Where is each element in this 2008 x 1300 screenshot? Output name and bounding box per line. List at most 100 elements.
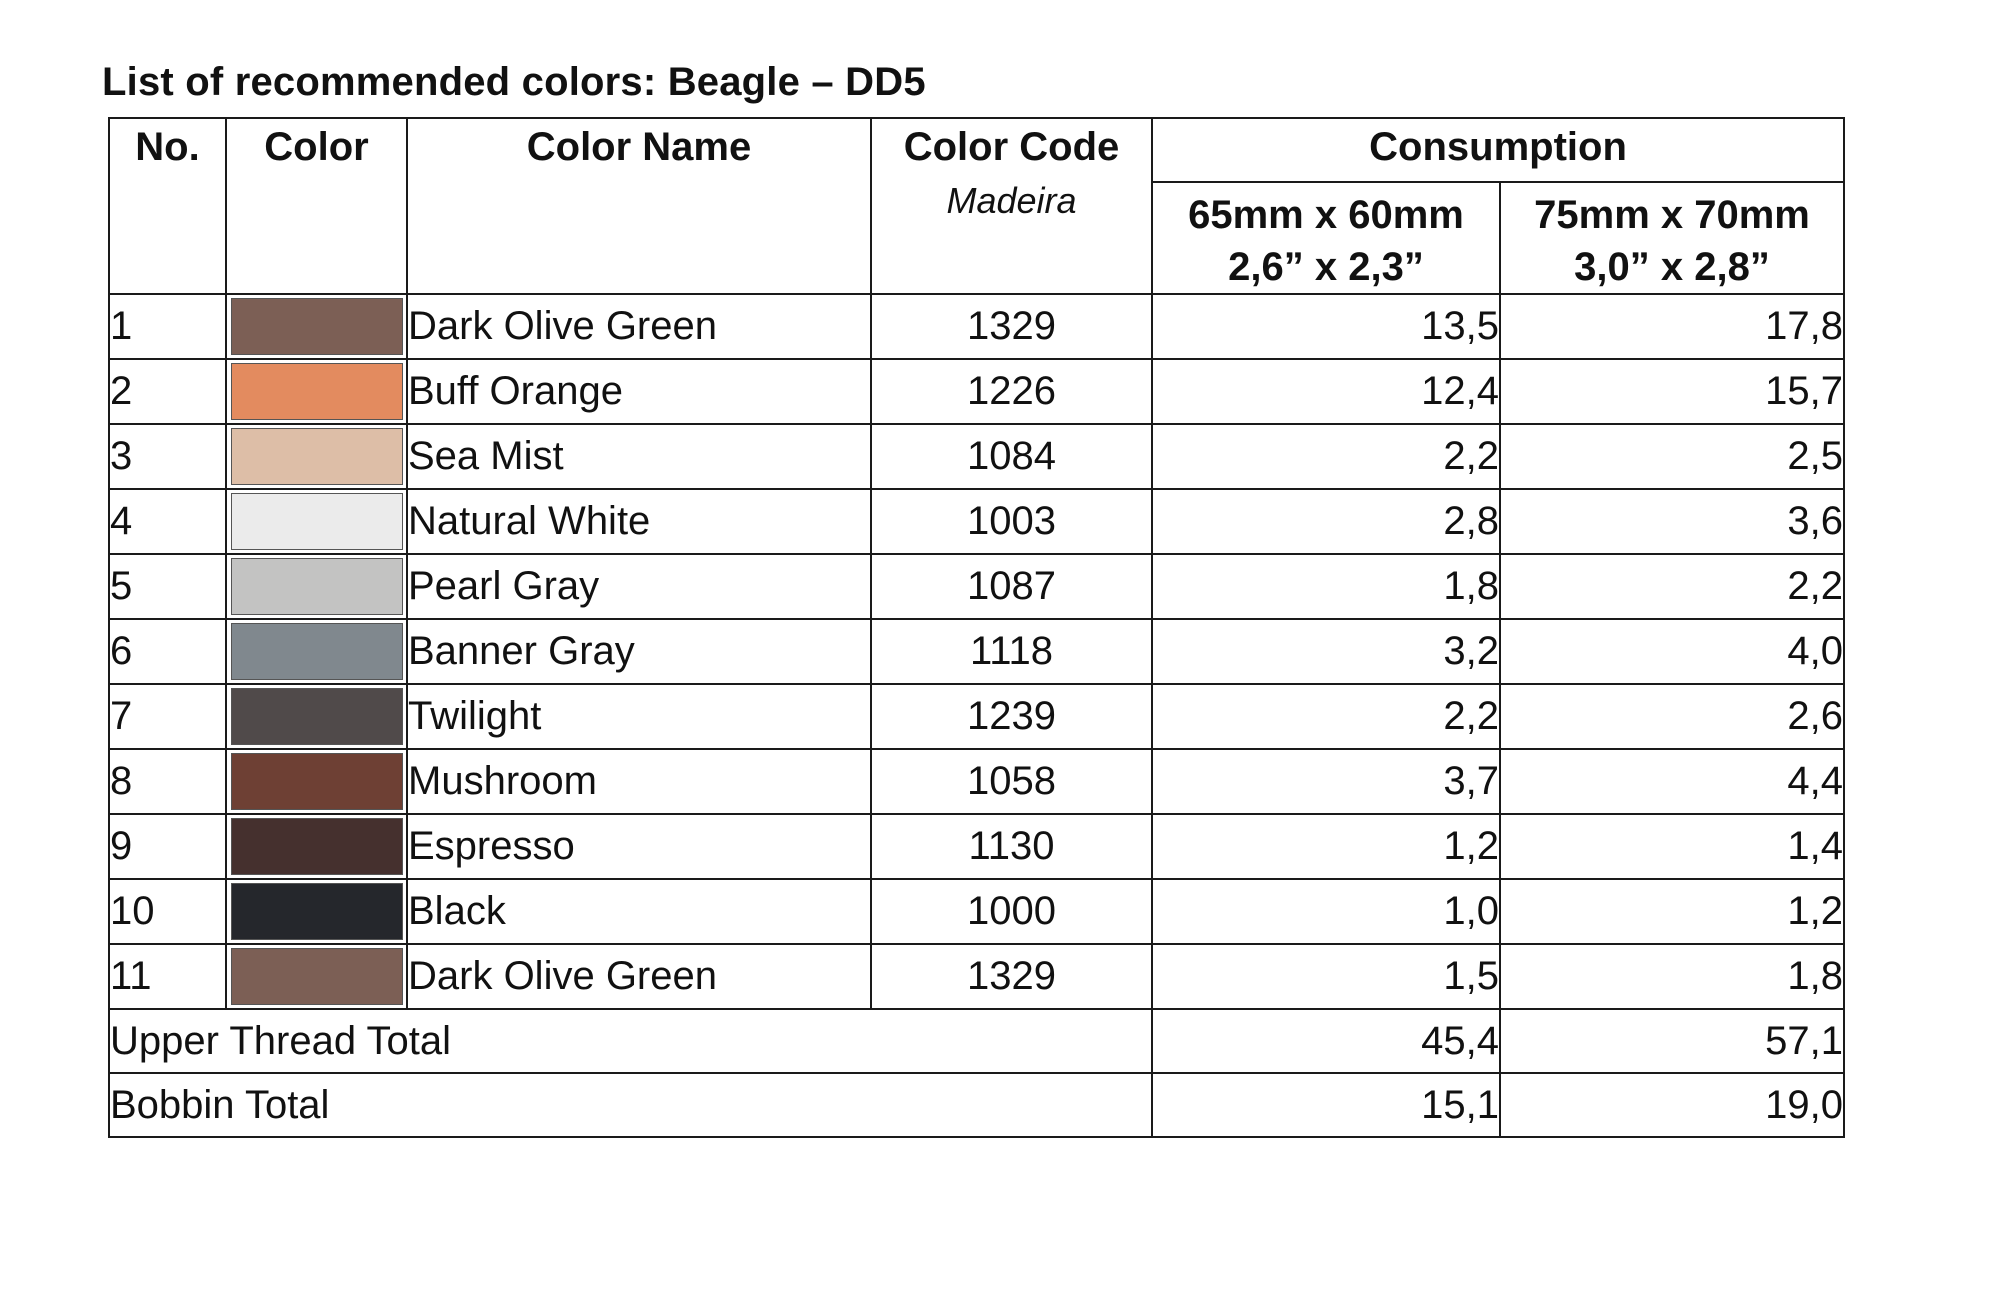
consumption-75x70: 4,0 [1498, 618, 1846, 685]
row-number: 10 [108, 878, 227, 945]
color-name: Banner Gray [406, 618, 872, 685]
total-65x60: 15,1 [1151, 1072, 1501, 1138]
consumption-75x70: 2,5 [1498, 423, 1846, 490]
header-color-name: Color Name [406, 117, 872, 295]
color-name: Black [406, 878, 872, 945]
header-no: No. [108, 117, 227, 295]
color-name: Dark Olive Green [406, 293, 872, 360]
color-code: 1118 [870, 618, 1153, 685]
color-code: 1130 [870, 813, 1153, 880]
total-label: Upper Thread Total [108, 1008, 1153, 1074]
header-color: Color [225, 117, 408, 295]
consumption-65x60: 3,2 [1151, 618, 1501, 685]
color-code: 1239 [870, 683, 1153, 750]
consumption-65x60: 13,5 [1151, 293, 1501, 360]
color-name: Sea Mist [406, 423, 872, 490]
row-number: 5 [108, 553, 227, 620]
color-code: 1087 [870, 553, 1153, 620]
total-75x70: 19,0 [1498, 1072, 1846, 1138]
total-label: Bobbin Total [108, 1072, 1153, 1138]
table-row: 2 Buff Orange 1226 12,4 15,7 [108, 358, 1846, 425]
color-swatch [230, 753, 403, 810]
color-swatch [230, 688, 403, 745]
color-swatch-cell [225, 553, 408, 620]
consumption-65x60: 3,7 [1151, 748, 1501, 815]
color-name: Natural White [406, 488, 872, 555]
row-number: 6 [108, 618, 227, 685]
color-code: 1329 [870, 943, 1153, 1010]
color-name: Twilight [406, 683, 872, 750]
color-name: Dark Olive Green [406, 943, 872, 1010]
color-code: 1329 [870, 293, 1153, 360]
consumption-75x70: 1,2 [1498, 878, 1846, 945]
color-swatch-cell [225, 943, 408, 1010]
consumption-75x70: 4,4 [1498, 748, 1846, 815]
color-swatch-cell [225, 748, 408, 815]
color-code: 1058 [870, 748, 1153, 815]
row-number: 2 [108, 358, 227, 425]
table-row: 10 Black 1000 1,0 1,2 [108, 878, 1846, 945]
color-table: No. Color Color Name Color Code Madeira … [108, 117, 1846, 1138]
consumption-75x70: 3,6 [1498, 488, 1846, 555]
consumption-75x70: 2,6 [1498, 683, 1846, 750]
color-swatch-cell [225, 813, 408, 880]
color-swatch-cell [225, 683, 408, 750]
page-title: List of recommended colors: Beagle – DD5 [102, 60, 926, 104]
consumption-75x70: 1,4 [1498, 813, 1846, 880]
row-number: 9 [108, 813, 227, 880]
color-swatch-cell [225, 358, 408, 425]
row-number: 3 [108, 423, 227, 490]
table-row: 6 Banner Gray 1118 3,2 4,0 [108, 618, 1846, 685]
row-number: 7 [108, 683, 227, 750]
total-row: Upper Thread Total 45,4 57,1 [108, 1008, 1846, 1074]
table-row: 8 Mushroom 1058 3,7 4,4 [108, 748, 1846, 815]
consumption-65x60: 2,2 [1151, 423, 1501, 490]
consumption-65x60: 2,8 [1151, 488, 1501, 555]
color-rows: 1 Dark Olive Green 1329 13,5 17,8 2 Buff Orang… [108, 293, 1846, 1010]
color-swatch [230, 818, 403, 875]
table-row: 3 Sea Mist 1084 2,2 2,5 [108, 423, 1846, 490]
consumption-65x60: 1,0 [1151, 878, 1501, 945]
color-swatch [230, 948, 403, 1005]
row-number: 4 [108, 488, 227, 555]
color-code: 1226 [870, 358, 1153, 425]
table-row: 11 Dark Olive Green 1329 1,5 1,8 [108, 943, 1846, 1010]
color-code: 1000 [870, 878, 1153, 945]
color-name: Pearl Gray [406, 553, 872, 620]
color-swatch-cell [225, 293, 408, 360]
color-swatch [230, 428, 403, 485]
consumption-65x60: 12,4 [1151, 358, 1501, 425]
total-75x70: 57,1 [1498, 1008, 1846, 1074]
total-65x60: 45,4 [1151, 1008, 1501, 1074]
color-code: 1003 [870, 488, 1153, 555]
color-swatch [230, 883, 403, 940]
consumption-75x70: 2,2 [1498, 553, 1846, 620]
total-row: Bobbin Total 15,1 19,0 [108, 1072, 1846, 1138]
color-swatch [230, 558, 403, 615]
header-color-code: Color Code Madeira [870, 117, 1153, 295]
header-size-75x70: 75mm x 70mm 3,0” x 2,8” [1498, 181, 1846, 295]
color-swatch-cell [225, 488, 408, 555]
table-row: 5 Pearl Gray 1087 1,8 2,2 [108, 553, 1846, 620]
consumption-65x60: 1,5 [1151, 943, 1501, 1010]
table-row: 1 Dark Olive Green 1329 13,5 17,8 [108, 293, 1846, 360]
color-swatch [230, 363, 403, 420]
color-swatch [230, 493, 403, 550]
color-code: 1084 [870, 423, 1153, 490]
consumption-65x60: 1,2 [1151, 813, 1501, 880]
consumption-65x60: 2,2 [1151, 683, 1501, 750]
consumption-75x70: 1,8 [1498, 943, 1846, 1010]
consumption-65x60: 1,8 [1151, 553, 1501, 620]
total-rows: Upper Thread Total 45,4 57,1 Bobbin Total 15… [108, 1008, 1846, 1138]
consumption-75x70: 17,8 [1498, 293, 1846, 360]
row-number: 11 [108, 943, 227, 1010]
header-size-65x60: 65mm x 60mm 2,6” x 2,3” [1151, 181, 1501, 295]
color-name: Espresso [406, 813, 872, 880]
header-color-code-brand: Madeira [946, 180, 1077, 221]
header-consumption: Consumption [1150, 117, 1846, 183]
table-row: 4 Natural White 1003 2,8 3,6 [108, 488, 1846, 555]
color-swatch-cell [225, 878, 408, 945]
row-number: 8 [108, 748, 227, 815]
color-swatch-cell [225, 618, 408, 685]
color-name: Buff Orange [406, 358, 872, 425]
